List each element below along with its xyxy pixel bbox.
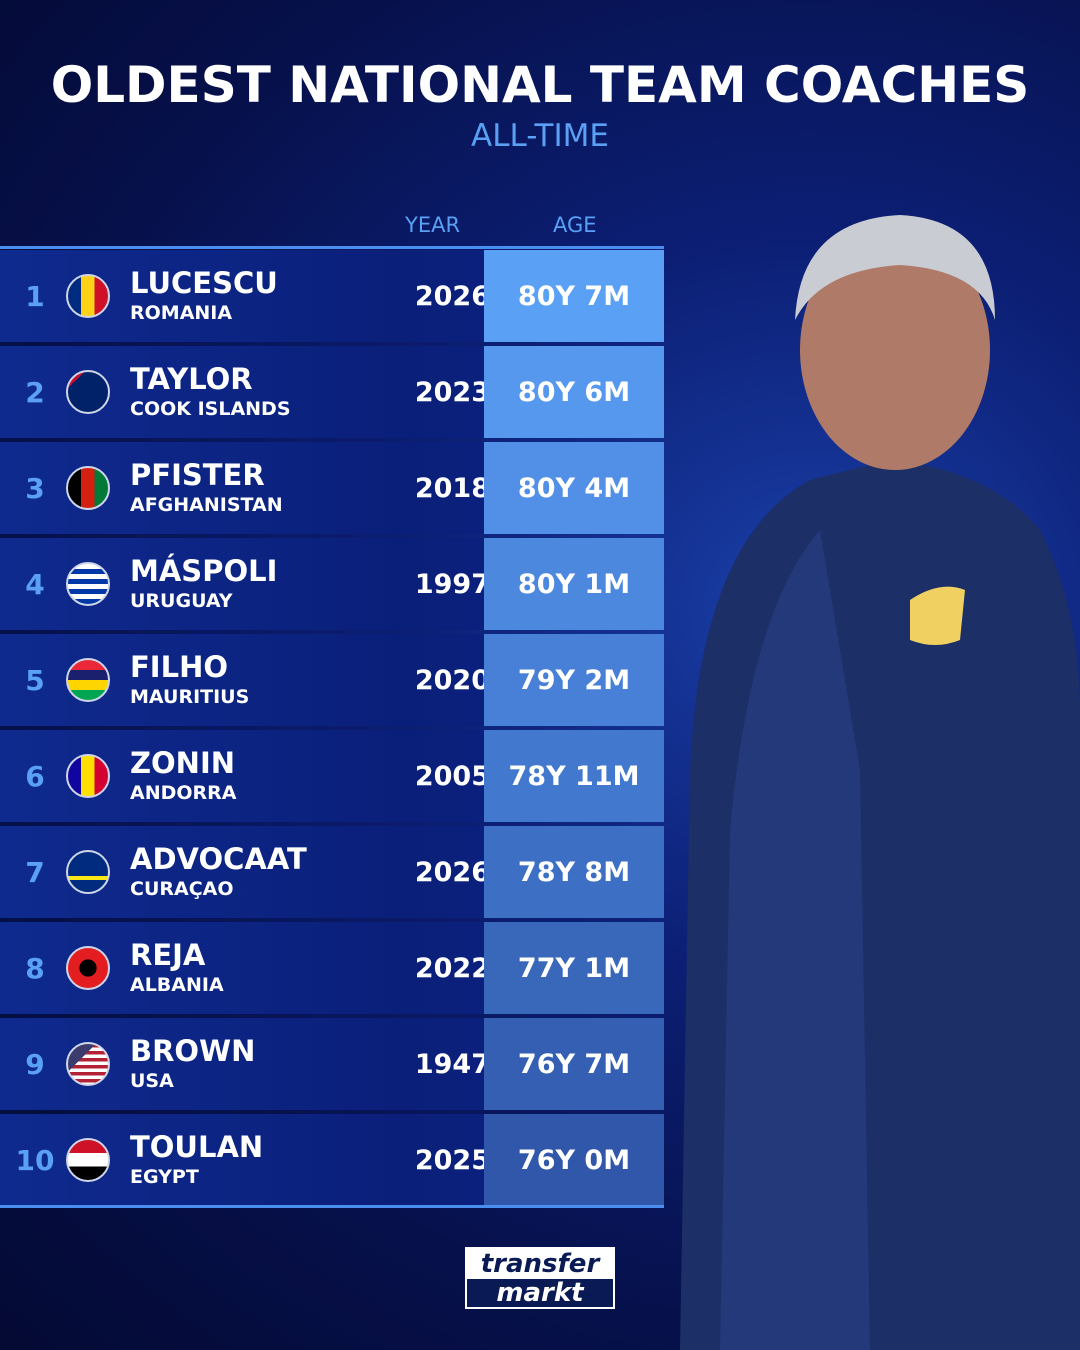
year: 1947 (414, 1048, 490, 1080)
page-subtitle: ALL-TIME (471, 118, 609, 154)
usa-flag-icon (66, 1042, 110, 1086)
coach-name: LUCESCU (130, 266, 278, 300)
coach-name: TAYLOR (130, 362, 253, 396)
cook-islands-flag-icon (66, 370, 110, 414)
year: 2023 (414, 376, 490, 408)
age: 78Y 11M (484, 730, 664, 822)
coach-name: MÁSPOLI (130, 554, 278, 588)
rank: 3 (25, 471, 45, 505)
table-row: 1 LUCESCU ROMANIA 2026 80Y 7M (0, 250, 664, 342)
andorra-flag-icon (66, 754, 110, 798)
table-row: 3 PFISTER AFGHANISTAN 2018 80Y 4M (0, 442, 664, 534)
table-row: 10 TOULAN EGYPT 2025 76Y 0M (0, 1114, 664, 1206)
age: 80Y 4M (484, 442, 664, 534)
year: 2026 (414, 280, 490, 312)
year: 2022 (414, 952, 490, 984)
age: 77Y 1M (484, 922, 664, 1014)
country-name: URUGUAY (130, 590, 233, 612)
table-bottom-divider (0, 1205, 664, 1208)
age: 76Y 7M (484, 1018, 664, 1110)
year: 2026 (414, 856, 490, 888)
rank: 4 (25, 567, 45, 601)
table-row: 2 TAYLOR COOK ISLANDS 2023 80Y 6M (0, 346, 664, 438)
year: 2025 (414, 1144, 490, 1176)
country-name: USA (130, 1070, 174, 1092)
rank: 9 (25, 1047, 45, 1081)
age: 80Y 7M (484, 250, 664, 342)
curacao-flag-icon (66, 850, 110, 894)
age-column-header: AGE (553, 213, 597, 237)
albania-flag-icon (66, 946, 110, 990)
table-row: 5 FILHO MAURITIUS 2020 79Y 2M (0, 634, 664, 726)
coach-name: ADVOCAAT (130, 842, 307, 876)
table-row: 9 BROWN USA 1947 76Y 7M (0, 1018, 664, 1110)
country-name: ROMANIA (130, 302, 233, 324)
coach-name: REJA (130, 938, 206, 972)
year: 2020 (414, 664, 490, 696)
coach-photo (680, 215, 1080, 1350)
coach-name: ZONIN (130, 746, 236, 780)
table-row: 7 ADVOCAAT CURAÇAO 2026 78Y 8M (0, 826, 664, 918)
year: 2018 (414, 472, 490, 504)
page-title: OLDEST NATIONAL TEAM COACHES (50, 56, 1030, 114)
rank: 10 (15, 1143, 55, 1177)
table-top-divider (0, 246, 664, 249)
rank: 6 (25, 759, 45, 793)
coach-name: TOULAN (130, 1130, 264, 1164)
country-name: ANDORRA (130, 782, 237, 804)
year: 2005 (414, 760, 490, 792)
age: 80Y 6M (484, 346, 664, 438)
coach-name: BROWN (130, 1034, 256, 1068)
country-name: AFGHANISTAN (130, 494, 283, 516)
age: 76Y 0M (484, 1114, 664, 1206)
transfermarkt-logo: transfer markt (465, 1247, 615, 1309)
country-name: ALBANIA (130, 974, 224, 996)
country-name: EGYPT (130, 1166, 199, 1188)
country-name: CURAÇAO (130, 878, 234, 900)
age: 78Y 8M (484, 826, 664, 918)
age: 80Y 1M (484, 538, 664, 630)
country-name: COOK ISLANDS (130, 398, 291, 420)
table-row: 8 REJA ALBANIA 2022 77Y 1M (0, 922, 664, 1014)
age: 79Y 2M (484, 634, 664, 726)
rank: 1 (25, 279, 45, 313)
coach-name: PFISTER (130, 458, 265, 492)
romania-flag-icon (66, 274, 110, 318)
year-column-header: YEAR (405, 213, 461, 237)
coach-name: FILHO (130, 650, 229, 684)
country-name: MAURITIUS (130, 686, 250, 708)
rank: 7 (25, 855, 45, 889)
rank: 8 (25, 951, 45, 985)
table-row: 4 MÁSPOLI URUGUAY 1997 80Y 1M (0, 538, 664, 630)
uruguay-flag-icon (66, 562, 110, 606)
afghanistan-flag-icon (66, 466, 110, 510)
egypt-flag-icon (66, 1138, 110, 1182)
rank: 5 (25, 663, 45, 697)
table-row: 6 ZONIN ANDORRA 2005 78Y 11M (0, 730, 664, 822)
rank: 2 (25, 375, 45, 409)
mauritius-flag-icon (66, 658, 110, 702)
year: 1997 (414, 568, 490, 600)
